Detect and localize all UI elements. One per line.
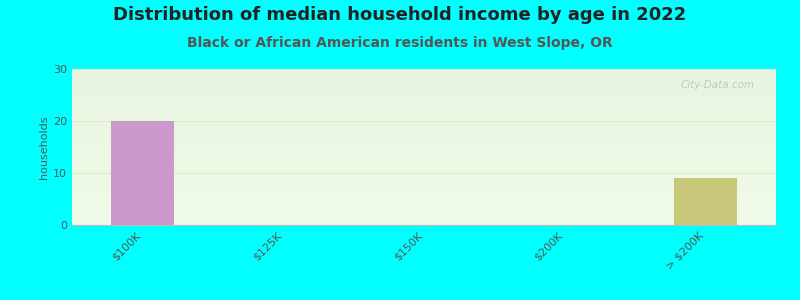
Text: Distribution of median household income by age in 2022: Distribution of median household income … [114, 6, 686, 24]
Bar [674, 178, 738, 225]
Text: Black or African American residents in West Slope, OR: Black or African American residents in W… [187, 36, 613, 50]
Bar [110, 121, 174, 225]
Text: City-Data.com: City-Data.com [681, 80, 755, 90]
Y-axis label: households: households [39, 115, 49, 179]
